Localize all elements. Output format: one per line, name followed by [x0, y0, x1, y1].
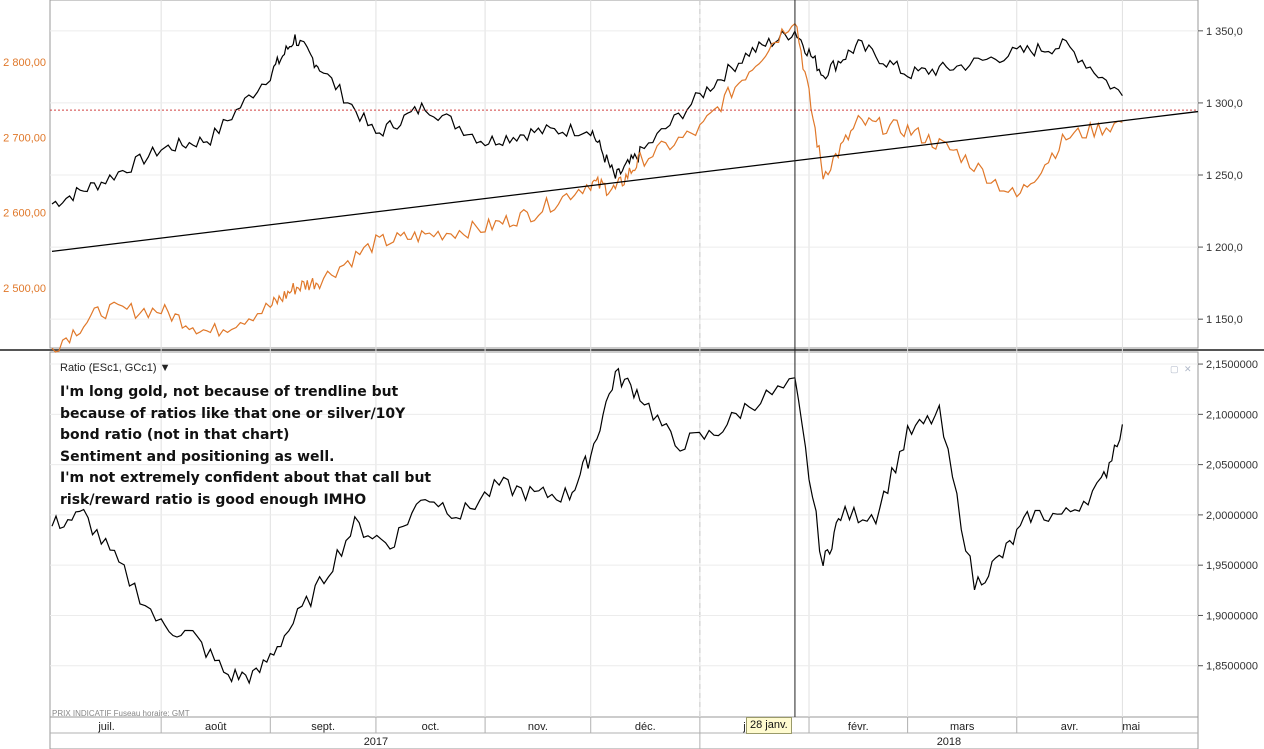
month-label: juil. [97, 721, 115, 733]
month-label: nov. [528, 721, 548, 733]
orange-price-series [51, 22, 1123, 353]
right-axis-label: 1 300,0 [1206, 98, 1243, 110]
month-label: déc. [635, 721, 656, 733]
month-label: févr. [848, 721, 869, 733]
left-axis-label: 2 600,00 [3, 208, 46, 220]
right-axis-label: 1 350,0 [1206, 26, 1243, 38]
month-label: mai [1122, 721, 1140, 733]
grid-layer [50, 0, 1198, 749]
ratio-axis-label: 1,9500000 [1206, 560, 1258, 572]
ratio-series-label[interactable]: Ratio (ESc1, GCc1) ▼ [60, 362, 171, 374]
ratio-axis-label: 2,0000000 [1206, 510, 1258, 522]
ratio-panel [49, 351, 1199, 718]
left-axis-label: 2 700,00 [3, 132, 46, 144]
restore-icon[interactable]: ▢ [1170, 364, 1179, 374]
price-panel [49, 0, 1199, 349]
annotation-line: I'm not extremely confident about that c… [60, 470, 432, 486]
close-icon[interactable]: ✕ [1184, 364, 1192, 374]
black-price-series [51, 29, 1123, 208]
ratio-axis-label: 1,8500000 [1206, 661, 1258, 673]
annotation-line: I'm long gold, not because of trendline … [60, 384, 399, 400]
annotation-text: I'm long gold, not because of trendline … [60, 382, 480, 511]
footer-note: PRIX INDICATIF Fuseau horaire: GMT [52, 709, 190, 718]
ratio-series [51, 367, 1123, 685]
month-label: août [205, 721, 226, 733]
ratio-series-layer [51, 367, 1123, 685]
right-axis-label: 1 250,0 [1206, 170, 1243, 182]
cursor-date-label: 28 janv. [746, 717, 792, 734]
right-axis-label: 1 200,0 [1206, 242, 1243, 254]
month-label: sept. [311, 721, 335, 733]
month-label: avr. [1061, 721, 1079, 733]
left-axis-label: 2 500,00 [3, 283, 46, 295]
annotation-line: risk/reward ratio is good enough IMHO [60, 491, 367, 508]
ratio-axis-label: 2,1500000 [1206, 359, 1258, 371]
year-label: 2018 [937, 736, 961, 748]
ratio-axis-label: 2,0500000 [1206, 460, 1258, 472]
ratio-series-name: Ratio (ESc1, GCc1) [60, 362, 157, 374]
annotation-line: Sentiment and positioning as well. [60, 448, 335, 465]
annotation-line: bond ratio (not in that chart) [60, 427, 290, 443]
right-axis-label: 1 150,0 [1206, 314, 1243, 326]
annotation-line: because of ratios like that one or silve… [60, 405, 406, 422]
month-label: oct. [422, 721, 440, 733]
axis-labels-layer: juil.aoûtsept.oct.nov.déc.janv.févr.mars… [3, 0, 1258, 748]
chevron-down-icon[interactable]: ▼ [159, 362, 171, 374]
month-label: mars [950, 721, 975, 733]
price-series-layer [50, 22, 1199, 353]
year-label: 2017 [364, 736, 388, 748]
ratio-axis-label: 1,9000000 [1206, 610, 1258, 622]
left-axis-label: 2 800,00 [3, 57, 46, 69]
trendline [51, 110, 1199, 253]
ratio-axis-label: 2,1000000 [1206, 409, 1258, 421]
